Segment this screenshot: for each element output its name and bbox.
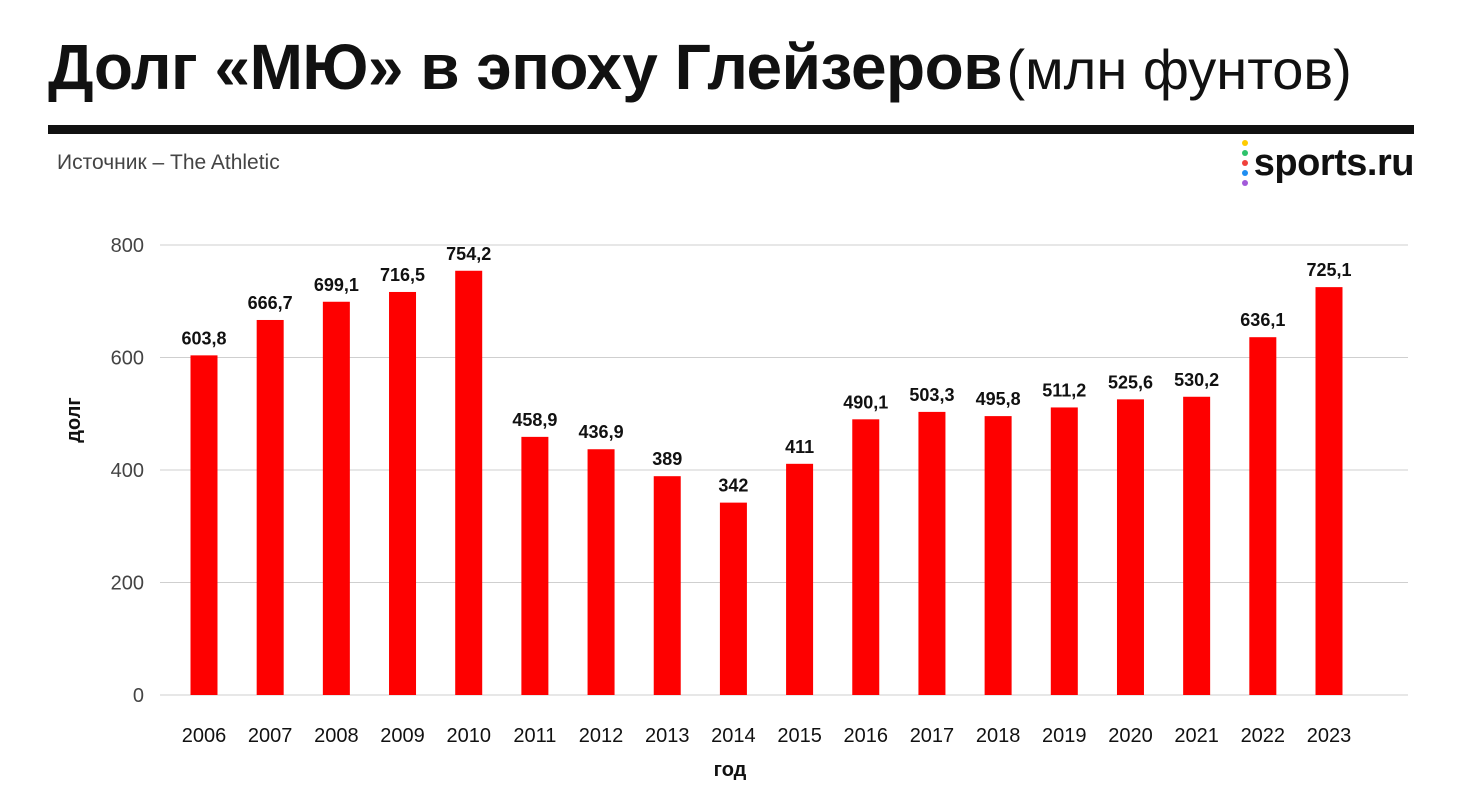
bar-2020 [1116,399,1144,695]
x-tick-label-2022: 2022 [1241,725,1286,747]
bar-2019 [1050,407,1078,695]
x-tick-label-2023: 2023 [1307,725,1352,747]
logo-dot [1241,180,1248,186]
bar-2007 [256,319,284,695]
data-label-2008: 699,1 [314,275,359,295]
x-tick-label-2011: 2011 [513,725,556,747]
x-tick-label-2008: 2008 [314,725,359,747]
data-label-2015: 411 [785,437,814,457]
logo-text: sports.ru [1253,141,1415,184]
bar-2006 [190,355,218,695]
title-divider [48,125,1414,134]
chart-title: Долг «МЮ» в эпоху Глейзеров (млн фунтов) [48,22,1352,114]
y-tick-label: 800 [111,235,144,257]
bar-2013 [653,476,681,695]
y-tick-label: 200 [111,573,144,595]
data-label-2020: 525,6 [1108,372,1153,392]
bar-2014 [719,502,747,695]
x-tick-label-2006: 2006 [182,725,227,747]
label-layer: 603,8 2006 666,7 2007 699,1 2008 716,5 2009 754,… [181,244,1351,747]
x-tick-label-2014: 2014 [711,725,756,747]
logo-dot [1241,150,1248,156]
data-label-2018: 495,8 [976,389,1021,409]
x-tick-label-2016: 2016 [844,725,889,747]
data-label-2007: 666,7 [248,293,293,313]
logo-dot [1241,160,1248,166]
bar-2012 [587,449,615,695]
data-label-2012: 436,9 [579,422,624,442]
x-tick-label-2015: 2015 [777,725,822,747]
x-tick-label-2007: 2007 [248,725,293,747]
data-label-2019: 511,2 [1042,380,1086,400]
logo-dot [1241,170,1248,176]
data-label-2011: 458,9 [512,410,557,430]
bar-2018 [984,416,1012,695]
title-unit: (млн фунтов) [1006,38,1352,101]
bar-2021 [1183,396,1211,695]
bar-2011 [521,436,549,695]
y-tick-label: 400 [111,460,144,482]
x-tick-label-2018: 2018 [976,725,1021,747]
data-label-2006: 603,8 [181,328,226,348]
x-tick-label-2017: 2017 [910,725,955,747]
source-note: Источник – The Athletic [57,151,280,174]
title-main: Долг «МЮ» в эпоху Глейзеров [48,31,1003,103]
bar-2008 [322,301,350,695]
data-label-2010: 754,2 [446,244,491,264]
x-tick-label-2012: 2012 [579,725,624,747]
logo-dot [1241,140,1248,146]
bar-2023 [1315,287,1343,695]
data-label-2022: 636,1 [1240,310,1285,330]
x-tick-label-2019: 2019 [1042,725,1087,747]
data-label-2023: 725,1 [1306,260,1351,280]
data-label-2014: 342 [718,476,748,496]
data-label-2016: 490,1 [843,392,888,412]
grid-layer: 0 200 400 600 800 [111,235,1408,707]
bar-layer [190,270,1343,695]
bar-2017 [918,411,946,695]
y-axis-label: долг [63,397,85,442]
x-tick-label-2009: 2009 [380,725,425,747]
x-axis-label: год [714,759,747,781]
data-label-2021: 530,2 [1174,370,1219,390]
bar-2010 [455,270,483,695]
sports-ru-logo: sports.ru [1241,138,1415,188]
bar-2016 [852,419,880,695]
bar-2022 [1249,337,1277,695]
x-tick-label-2013: 2013 [645,725,690,747]
x-tick-label-2021: 2021 [1174,725,1219,747]
y-tick-label: 600 [111,348,144,370]
logo-dots-icon [1241,140,1248,186]
y-tick-label: 0 [133,685,144,707]
x-tick-label-2010: 2010 [446,725,491,747]
x-tick-label-2020: 2020 [1108,725,1153,747]
data-label-2017: 503,3 [909,385,954,405]
data-label-2013: 389 [652,449,682,469]
bar-2009 [389,291,417,695]
bar-2015 [786,463,814,695]
data-label-2009: 716,5 [380,265,425,285]
